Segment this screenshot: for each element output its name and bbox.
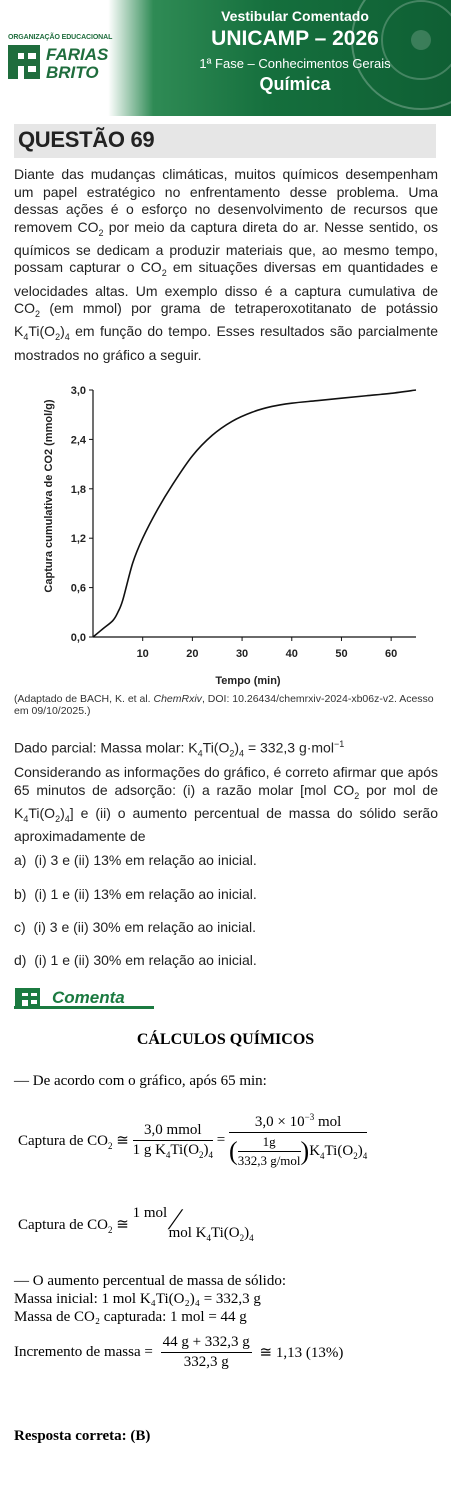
option-text: (i) 1 e (ii) 30% em relação ao inicial. (34, 952, 257, 968)
header-exam-title: UNICAMP – 2026 (211, 27, 379, 50)
farias-brito-logo: ORGANIZAÇÃO EDUCACIONAL FARIAS BRITO (6, 34, 136, 84)
increment-denominator: 332,3 g (183, 1354, 229, 1370)
series-line (92, 389, 417, 638)
equation-mass-increment: Incremento de massa = 44 g + 332,3 g 332,… (14, 1334, 343, 1371)
option-text: (i) 3 e (ii) 13% em relação ao inicial. (34, 852, 257, 868)
comenta-underline (14, 1006, 154, 1009)
x-tick-label: 40 (286, 648, 298, 660)
y-axis-label: Captura cumulativa de CO2 (mmol/g) (43, 399, 55, 592)
mass-co2: Massa de CO₂ capturada: 1 mol = 44 g (14, 1309, 247, 1325)
equation-capture-result: Captura de CO2 ≅ 1 mol / mol K4Ti(O2)4 (18, 1203, 254, 1243)
y-tick-label: 1,8 (71, 484, 86, 496)
mass-initial: Massa inicial: 1 mol K₄Ti(O₂)₄ = 332,3 g (14, 1291, 261, 1307)
chart-source: (Adaptado de BACH, K. et al. ChemRxiv, D… (14, 693, 434, 717)
header-phase: 1ª Fase – Conhecimentos Gerais (199, 56, 391, 71)
given-data: Dado parcial: Massa molar: K4Ti(O2)4 = 3… (14, 739, 345, 759)
header-line-1: Vestibular Comentado (221, 8, 369, 24)
y-tick-label: 2,4 (71, 434, 87, 446)
correct-answer: Resposta correta: (B) (14, 1428, 151, 1444)
option-letter: d) (14, 952, 27, 968)
y-tick-label: 1,2 (71, 533, 86, 545)
section-title: CÁLCULOS QUÍMICOS (136, 1031, 315, 1048)
question-prompt: Considerando as informações do gráfico, … (14, 764, 438, 845)
org-label: ORGANIZAÇÃO EDUCACIONAL (8, 34, 113, 41)
x-tick-label: 60 (385, 648, 397, 660)
option-text: (i) 3 e (ii) 30% em relação ao inicial. (33, 919, 256, 935)
x-tick-label: 20 (186, 648, 198, 660)
increment-label: Incremento de massa = (14, 1344, 153, 1360)
y-tick-label: 0,0 (71, 632, 86, 644)
question-title-bar (14, 124, 436, 158)
option-d[interactable]: d) (i) 1 e (ii) 30% em relação ao inicia… (14, 952, 257, 968)
option-text: (i) 1 e (ii) 13% em relação ao inicial. (34, 886, 257, 902)
header-banner: ORGANIZAÇÃO EDUCACIONAL FARIAS BRITO Ves… (0, 0, 451, 116)
logo-word-2: BRITO (46, 63, 99, 82)
x-axis-label: Tempo (min) (215, 675, 281, 687)
increment-result: ≅ 1,13 (13%) (259, 1345, 344, 1361)
option-letter: c) (14, 919, 26, 935)
increment-numerator: 44 g + 332,3 g (160, 1334, 252, 1353)
decorative-circle (411, 30, 431, 50)
logo-word-1: FARIAS (46, 45, 109, 64)
fb-logo-icon: FARIAS BRITO (8, 45, 109, 82)
x-tick-label: 50 (335, 648, 347, 660)
calc-intro: — De acordo com o gráfico, após 65 min: (14, 1073, 267, 1089)
option-c[interactable]: c) (i) 3 e (ii) 30% em relação ao inicia… (14, 919, 256, 935)
option-a[interactable]: a) (i) 3 e (ii) 13% em relação ao inicia… (14, 852, 257, 868)
y-tick-label: 0,6 (71, 583, 86, 595)
fb-small-logo-icon (15, 988, 40, 1008)
option-letter: b) (14, 886, 27, 902)
equation-capture-ratio: Captura de CO2 ≅ 3,0 mmol 1 g K4Ti(O2)4 =… (18, 1112, 368, 1168)
x-tick-label: 10 (137, 648, 149, 660)
co2-capture-chart: 0,0 0,6 1,2 1,8 2,4 3,0 10 20 30 40 50 60 Captura c… (43, 385, 417, 687)
increase-intro: — O aumento percentual de massa de sólid… (14, 1273, 287, 1289)
x-tick-label: 30 (236, 648, 248, 660)
option-b[interactable]: b) (i) 1 e (ii) 13% em relação ao inicia… (14, 886, 257, 902)
decorative-circle (381, 0, 451, 80)
header-subject: Química (259, 74, 331, 94)
question-text: Diante das mudanças climáticas, muitos q… (14, 166, 439, 363)
option-letter: a) (14, 852, 27, 868)
question-title: QUESTÃO 69 (18, 127, 155, 152)
comenta-label: Comenta (52, 988, 125, 1007)
y-tick-label: 3,0 (71, 385, 86, 397)
